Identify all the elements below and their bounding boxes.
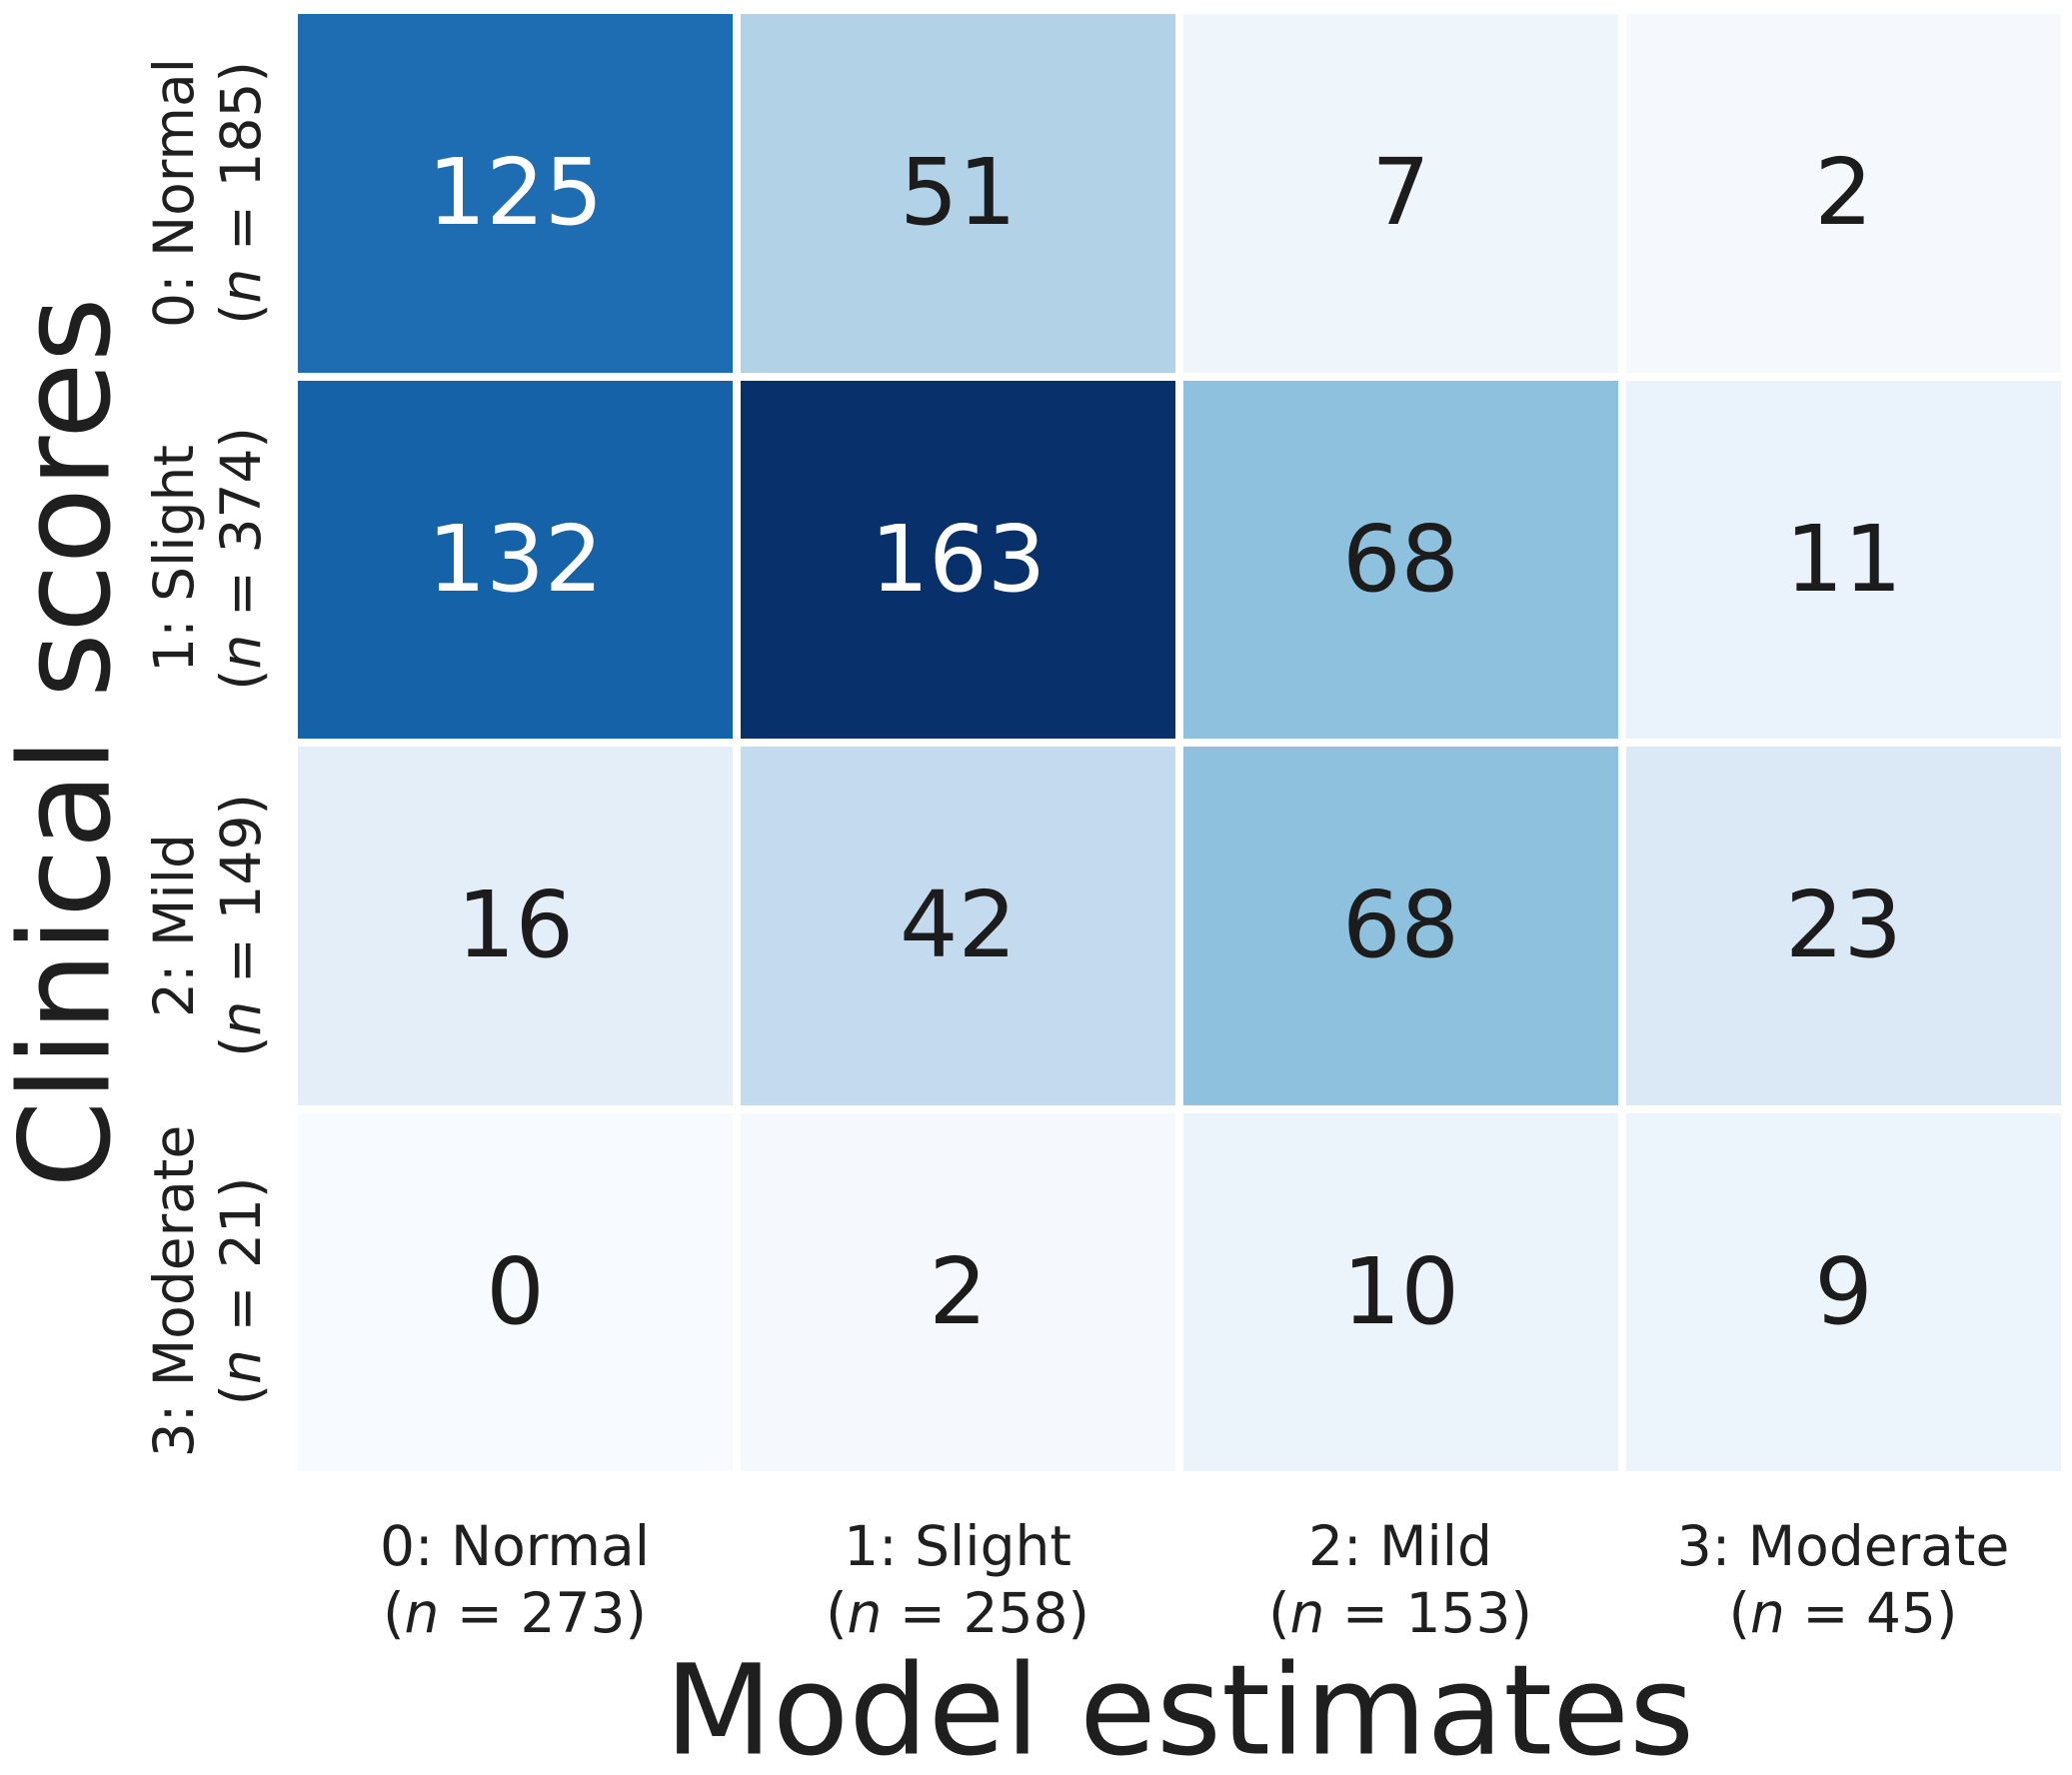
x-tick-col-1: 1: Slight (n = 258) <box>826 1513 1089 1647</box>
y-tick-row-1-category: 1: Slight <box>141 445 206 673</box>
y-tick-row-3: 3: Moderate (n = 21) <box>141 1125 275 1458</box>
y-tick-row-2-category: 2: Mild <box>141 834 206 1017</box>
heatmap-cell-r1c2: 68 <box>1183 380 1618 739</box>
x-tick-col-2-category: 2: Mild <box>1308 1513 1492 1578</box>
y-tick-row-2: 2: Mild (n = 149) <box>141 794 275 1057</box>
y-tick-row-0-count: (n = 185) <box>209 61 273 325</box>
heatmap-cell-r3c1: 2 <box>741 1112 1175 1471</box>
x-tick-col-3-count: (n = 45) <box>1728 1581 1958 1645</box>
heatmap-cell-r1c0: 132 <box>298 380 733 739</box>
y-tick-row-0: 0: Normal (n = 185) <box>141 58 275 328</box>
x-tick-col-0: 0: Normal (n = 273) <box>380 1513 650 1647</box>
y-tick-row-0-category: 0: Normal <box>141 57 206 329</box>
x-tick-col-3-category: 3: Moderate <box>1676 1513 2010 1578</box>
x-tick-col-0-category: 0: Normal <box>379 1513 651 1578</box>
y-tick-row-2-count: (n = 149) <box>209 794 273 1057</box>
y-tick-row-3-count: (n = 21) <box>209 1176 273 1406</box>
heatmap-cell-r0c2: 7 <box>1183 14 1618 373</box>
x-tick-col-0-count: (n = 273) <box>383 1581 647 1645</box>
heatmap-cell-r2c3: 23 <box>1626 747 2061 1105</box>
heatmap-grid: 125 51 7 2 132 163 68 11 16 42 68 23 0 2 10 9 <box>298 14 2061 1471</box>
heatmap-cell-r2c2: 68 <box>1183 747 1618 1105</box>
heatmap-cell-r0c1: 51 <box>741 14 1175 373</box>
x-tick-col-3: 3: Moderate (n = 45) <box>1677 1513 2010 1647</box>
x-axis-title: Model estimates <box>664 1638 1695 1775</box>
heatmap-cell-r2c0: 16 <box>298 747 733 1105</box>
heatmap-cell-r3c0: 0 <box>298 1112 733 1471</box>
x-tick-col-1-category: 1: Slight <box>844 1513 1071 1578</box>
x-tick-col-2-count: (n = 153) <box>1268 1581 1532 1645</box>
heatmap-cell-r2c1: 42 <box>741 747 1175 1105</box>
heatmap-cell-r1c1: 163 <box>741 380 1175 739</box>
heatmap-cell-r3c2: 10 <box>1183 1112 1618 1471</box>
x-tick-col-1-count: (n = 258) <box>826 1581 1089 1645</box>
y-tick-row-1: 1: Slight (n = 374) <box>141 427 275 691</box>
y-axis-title: Clinical scores <box>0 297 139 1188</box>
heatmap-cell-r0c0: 125 <box>298 14 733 373</box>
y-tick-row-1-count: (n = 374) <box>209 427 273 691</box>
x-tick-col-2: 2: Mild (n = 153) <box>1268 1513 1532 1647</box>
heatmap-cell-r3c3: 9 <box>1626 1112 2061 1471</box>
heatmap-cell-r0c3: 2 <box>1626 14 2061 373</box>
heatmap-cell-r1c3: 11 <box>1626 380 2061 739</box>
y-tick-row-3-category: 3: Moderate <box>141 1124 206 1458</box>
